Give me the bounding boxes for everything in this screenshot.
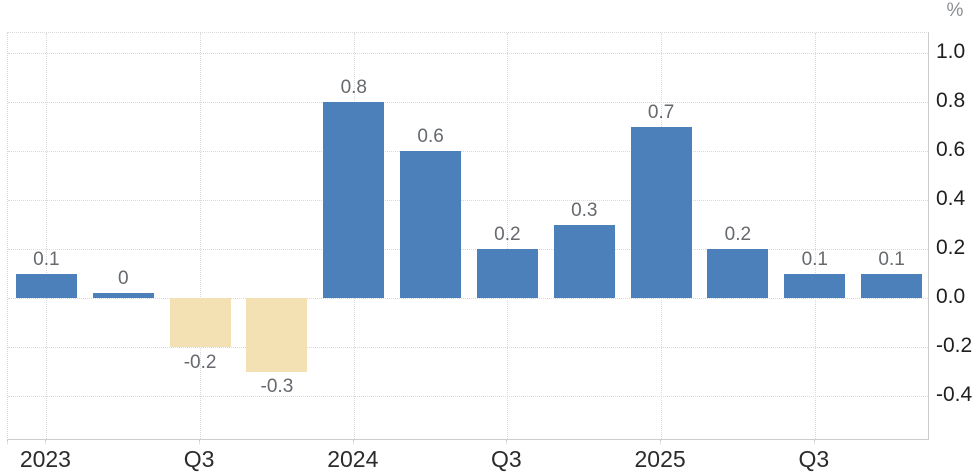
y-axis-tick-label: 0.6 (936, 138, 966, 161)
bar[interactable] (476, 249, 538, 298)
bar-value-label: 0.3 (571, 199, 598, 221)
x-axis-tick (45, 440, 47, 444)
y-axis-tick-label: 0.8 (936, 89, 966, 113)
y-axis-unit-label: % (946, 0, 964, 21)
bar[interactable] (323, 102, 385, 298)
bar[interactable] (707, 249, 769, 298)
bar[interactable] (400, 151, 462, 298)
x-axis-tick (199, 440, 201, 444)
x-axis-tick (7, 440, 8, 444)
bar[interactable] (630, 126, 692, 298)
x-axis-tick (813, 440, 815, 444)
bar[interactable] (861, 273, 923, 298)
x-axis-tick-label: 2023 (19, 446, 71, 472)
gridline-horizontal (8, 298, 928, 299)
bar-value-label: 0.1 (801, 248, 828, 270)
y-axis-tick-label: -0.2 (936, 334, 973, 357)
bar-value-label: -0.2 (183, 352, 217, 373)
bar[interactable] (784, 273, 846, 298)
gridline-vertical (814, 33, 816, 439)
bar-value-label: -0.3 (260, 376, 294, 398)
y-axis-tick-label: 1.0 (936, 40, 966, 64)
bar-value-label: 0.6 (417, 126, 444, 147)
gridline-horizontal (8, 249, 928, 250)
gridline-horizontal (8, 53, 928, 55)
bar[interactable] (15, 273, 77, 298)
bar[interactable] (169, 298, 231, 347)
gridline-vertical (507, 33, 509, 439)
bar[interactable] (246, 298, 308, 372)
y-axis-tick-label: -0.4 (936, 382, 973, 406)
x-axis-tick (506, 440, 508, 444)
x-axis-tick (660, 440, 662, 444)
y-axis-tick-label: 0.4 (936, 187, 966, 210)
x-axis-tick-label: Q3 (798, 446, 830, 472)
x-axis-tick (352, 440, 354, 444)
bar[interactable] (553, 224, 615, 298)
y-axis-tick-label: 0.2 (936, 236, 966, 259)
gridline-horizontal (8, 347, 928, 348)
gridline-horizontal (8, 102, 928, 104)
x-axis-tick-label: 2025 (634, 446, 686, 472)
bar-value-label: 0.7 (647, 101, 675, 123)
x-axis-tick-label: 2024 (327, 446, 379, 472)
gridline-horizontal (8, 151, 928, 152)
bar-value-label: 0.2 (724, 224, 752, 245)
gridline-vertical (200, 33, 202, 439)
gridline-horizontal (8, 200, 928, 201)
bar[interactable] (92, 293, 154, 298)
x-axis-tick-label: Q3 (183, 446, 215, 472)
bar-value-label: 0 (118, 268, 129, 289)
bar-value-label: 0.1 (33, 248, 60, 270)
x-axis-tick-label: Q3 (491, 446, 522, 472)
y-axis-tick-label: 0.0 (936, 285, 966, 308)
gridline-vertical (46, 33, 48, 439)
plot-area: 0.1 0 -0.2 -0.3 0.8 0.6 0.2 0.3 0.7 0.2 0.1 0.1 (7, 32, 929, 440)
bar-value-label: 0.2 (494, 224, 521, 245)
bar-value-label: 0.8 (340, 77, 367, 99)
bar-value-label: 0.1 (878, 248, 905, 270)
gridline-horizontal (8, 395, 928, 397)
